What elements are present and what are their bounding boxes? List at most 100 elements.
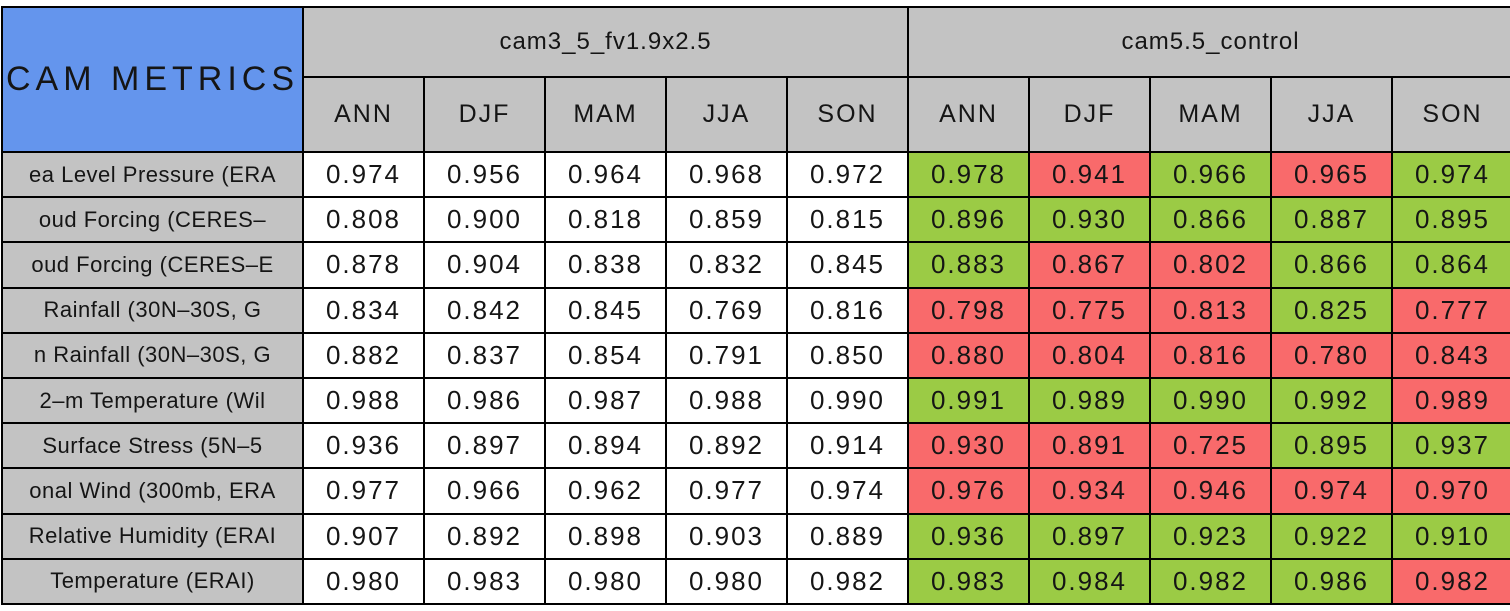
metric-value-cell-cam3-5: 0.988: [304, 378, 423, 423]
metric-value-cell-cam5-5: 0.966: [1151, 153, 1270, 197]
metric-value-cell-cam3-5: 0.964: [546, 153, 665, 197]
metric-value-cell-cam5-5: 0.777: [1393, 288, 1510, 332]
metric-value-cell-cam5-5: 0.891: [1030, 424, 1149, 468]
season-header-djf: DJF: [425, 78, 544, 151]
metric-value-cell-cam5-5: 0.813: [1151, 288, 1270, 332]
metric-value-cell-cam5-5: 0.780: [1272, 333, 1391, 377]
model-group-header-cam3-5: cam3_5_fv1.9x2.5: [304, 8, 907, 76]
metric-row-label: 2–m Temperature (Wil: [3, 378, 302, 423]
metric-value-cell-cam3-5: 0.894: [546, 424, 665, 468]
season-header-mam: MAM: [546, 78, 665, 151]
metric-value-cell-cam5-5: 0.896: [909, 198, 1028, 242]
metric-value-cell-cam3-5: 0.889: [788, 514, 907, 558]
metric-value-cell-cam3-5: 0.838: [546, 243, 665, 287]
metric-value-cell-cam3-5: 0.972: [788, 153, 907, 197]
metric-value-cell-cam3-5: 0.834: [304, 288, 423, 332]
season-header-ann: ANN: [304, 78, 423, 151]
metric-value-cell-cam5-5: 0.895: [1393, 198, 1510, 242]
metric-value-cell-cam5-5: 0.970: [1393, 469, 1510, 513]
metric-value-cell-cam5-5: 0.982: [1151, 559, 1270, 603]
metric-value-cell-cam3-5: 0.980: [304, 559, 423, 603]
metric-value-cell-cam3-5: 0.898: [546, 514, 665, 558]
metric-value-cell-cam3-5: 0.816: [788, 288, 907, 332]
metric-value-cell-cam3-5: 0.990: [788, 378, 907, 423]
metric-value-cell-cam3-5: 0.791: [667, 333, 786, 377]
metric-value-cell-cam3-5: 0.892: [425, 514, 544, 558]
metric-value-cell-cam3-5: 0.900: [425, 198, 544, 242]
metric-value-cell-cam5-5: 0.982: [1393, 559, 1510, 603]
metric-row-label: oud Forcing (CERES–E: [3, 243, 302, 287]
metric-value-cell-cam3-5: 0.980: [546, 559, 665, 603]
metric-row-label: Rainfall (30N–30S, G: [3, 288, 302, 332]
metric-value-cell-cam5-5: 0.930: [909, 424, 1028, 468]
metric-value-cell-cam5-5: 0.866: [1151, 198, 1270, 242]
metric-value-cell-cam3-5: 0.897: [425, 424, 544, 468]
metric-value-cell-cam3-5: 0.892: [667, 424, 786, 468]
metric-value-cell-cam5-5: 0.990: [1151, 378, 1270, 423]
metric-value-cell-cam5-5: 0.974: [1272, 469, 1391, 513]
metric-value-cell-cam3-5: 0.808: [304, 198, 423, 242]
metric-value-cell-cam5-5: 0.816: [1151, 333, 1270, 377]
metric-value-cell-cam3-5: 0.818: [546, 198, 665, 242]
metric-value-cell-cam3-5: 0.982: [788, 559, 907, 603]
metric-value-cell-cam5-5: 0.798: [909, 288, 1028, 332]
metric-value-cell-cam3-5: 0.962: [546, 469, 665, 513]
metric-value-cell-cam5-5: 0.843: [1393, 333, 1510, 377]
season-header-djf: DJF: [1030, 78, 1149, 151]
metric-value-cell-cam3-5: 0.842: [425, 288, 544, 332]
metric-value-cell-cam3-5: 0.980: [667, 559, 786, 603]
metric-value-cell-cam5-5: 0.895: [1272, 424, 1391, 468]
metric-value-cell-cam3-5: 0.966: [425, 469, 544, 513]
season-header-jja: JJA: [1272, 78, 1391, 151]
metric-value-cell-cam5-5: 0.922: [1272, 514, 1391, 558]
metric-value-cell-cam3-5: 0.987: [546, 378, 665, 423]
season-header-son: SON: [1393, 78, 1510, 151]
metric-value-cell-cam3-5: 0.878: [304, 243, 423, 287]
metric-value-cell-cam5-5: 0.910: [1393, 514, 1510, 558]
corner-title: CAM METRICS: [3, 8, 302, 151]
metric-value-cell-cam3-5: 0.837: [425, 333, 544, 377]
metric-value-cell-cam3-5: 0.986: [425, 378, 544, 423]
metric-row-label: ea Level Pressure (ERA: [3, 153, 302, 197]
metric-value-cell-cam5-5: 0.946: [1151, 469, 1270, 513]
metric-row-label: oud Forcing (CERES–: [3, 198, 302, 242]
season-header-jja: JJA: [667, 78, 786, 151]
metric-row-label: Relative Humidity (ERAI: [3, 514, 302, 558]
metric-row-label: Surface Stress (5N–5: [3, 424, 302, 468]
season-header-son: SON: [788, 78, 907, 151]
metric-value-cell-cam3-5: 0.977: [667, 469, 786, 513]
metric-value-cell-cam3-5: 0.974: [788, 469, 907, 513]
metric-value-cell-cam3-5: 0.983: [425, 559, 544, 603]
metric-value-cell-cam3-5: 0.914: [788, 424, 907, 468]
metric-value-cell-cam5-5: 0.991: [909, 378, 1028, 423]
metric-value-cell-cam5-5: 0.725: [1151, 424, 1270, 468]
metric-value-cell-cam5-5: 0.978: [909, 153, 1028, 197]
metric-value-cell-cam5-5: 0.866: [1272, 243, 1391, 287]
metric-value-cell-cam5-5: 0.923: [1151, 514, 1270, 558]
metric-value-cell-cam5-5: 0.984: [1030, 559, 1149, 603]
metric-value-cell-cam3-5: 0.936: [304, 424, 423, 468]
model-group-header-cam5-5: cam5.5_control: [909, 8, 1510, 76]
metric-value-cell-cam5-5: 0.937: [1393, 424, 1510, 468]
metric-value-cell-cam3-5: 0.850: [788, 333, 907, 377]
metric-value-cell-cam3-5: 0.904: [425, 243, 544, 287]
metric-value-cell-cam5-5: 0.965: [1272, 153, 1391, 197]
metric-value-cell-cam3-5: 0.854: [546, 333, 665, 377]
metric-value-cell-cam3-5: 0.974: [304, 153, 423, 197]
metric-value-cell-cam5-5: 0.880: [909, 333, 1028, 377]
metric-value-cell-cam3-5: 0.977: [304, 469, 423, 513]
metric-value-cell-cam5-5: 0.883: [909, 243, 1028, 287]
metric-row-label: onal Wind (300mb, ERA: [3, 469, 302, 513]
metric-value-cell-cam5-5: 0.986: [1272, 559, 1391, 603]
metric-value-cell-cam5-5: 0.804: [1030, 333, 1149, 377]
metric-value-cell-cam5-5: 0.825: [1272, 288, 1391, 332]
metric-value-cell-cam5-5: 0.989: [1393, 378, 1510, 423]
metric-value-cell-cam3-5: 0.769: [667, 288, 786, 332]
metric-value-cell-cam3-5: 0.845: [546, 288, 665, 332]
metric-value-cell-cam5-5: 0.930: [1030, 198, 1149, 242]
metric-value-cell-cam5-5: 0.976: [909, 469, 1028, 513]
metric-value-cell-cam5-5: 0.992: [1272, 378, 1391, 423]
metric-row-label: n Rainfall (30N–30S, G: [3, 333, 302, 377]
metric-value-cell-cam5-5: 0.802: [1151, 243, 1270, 287]
